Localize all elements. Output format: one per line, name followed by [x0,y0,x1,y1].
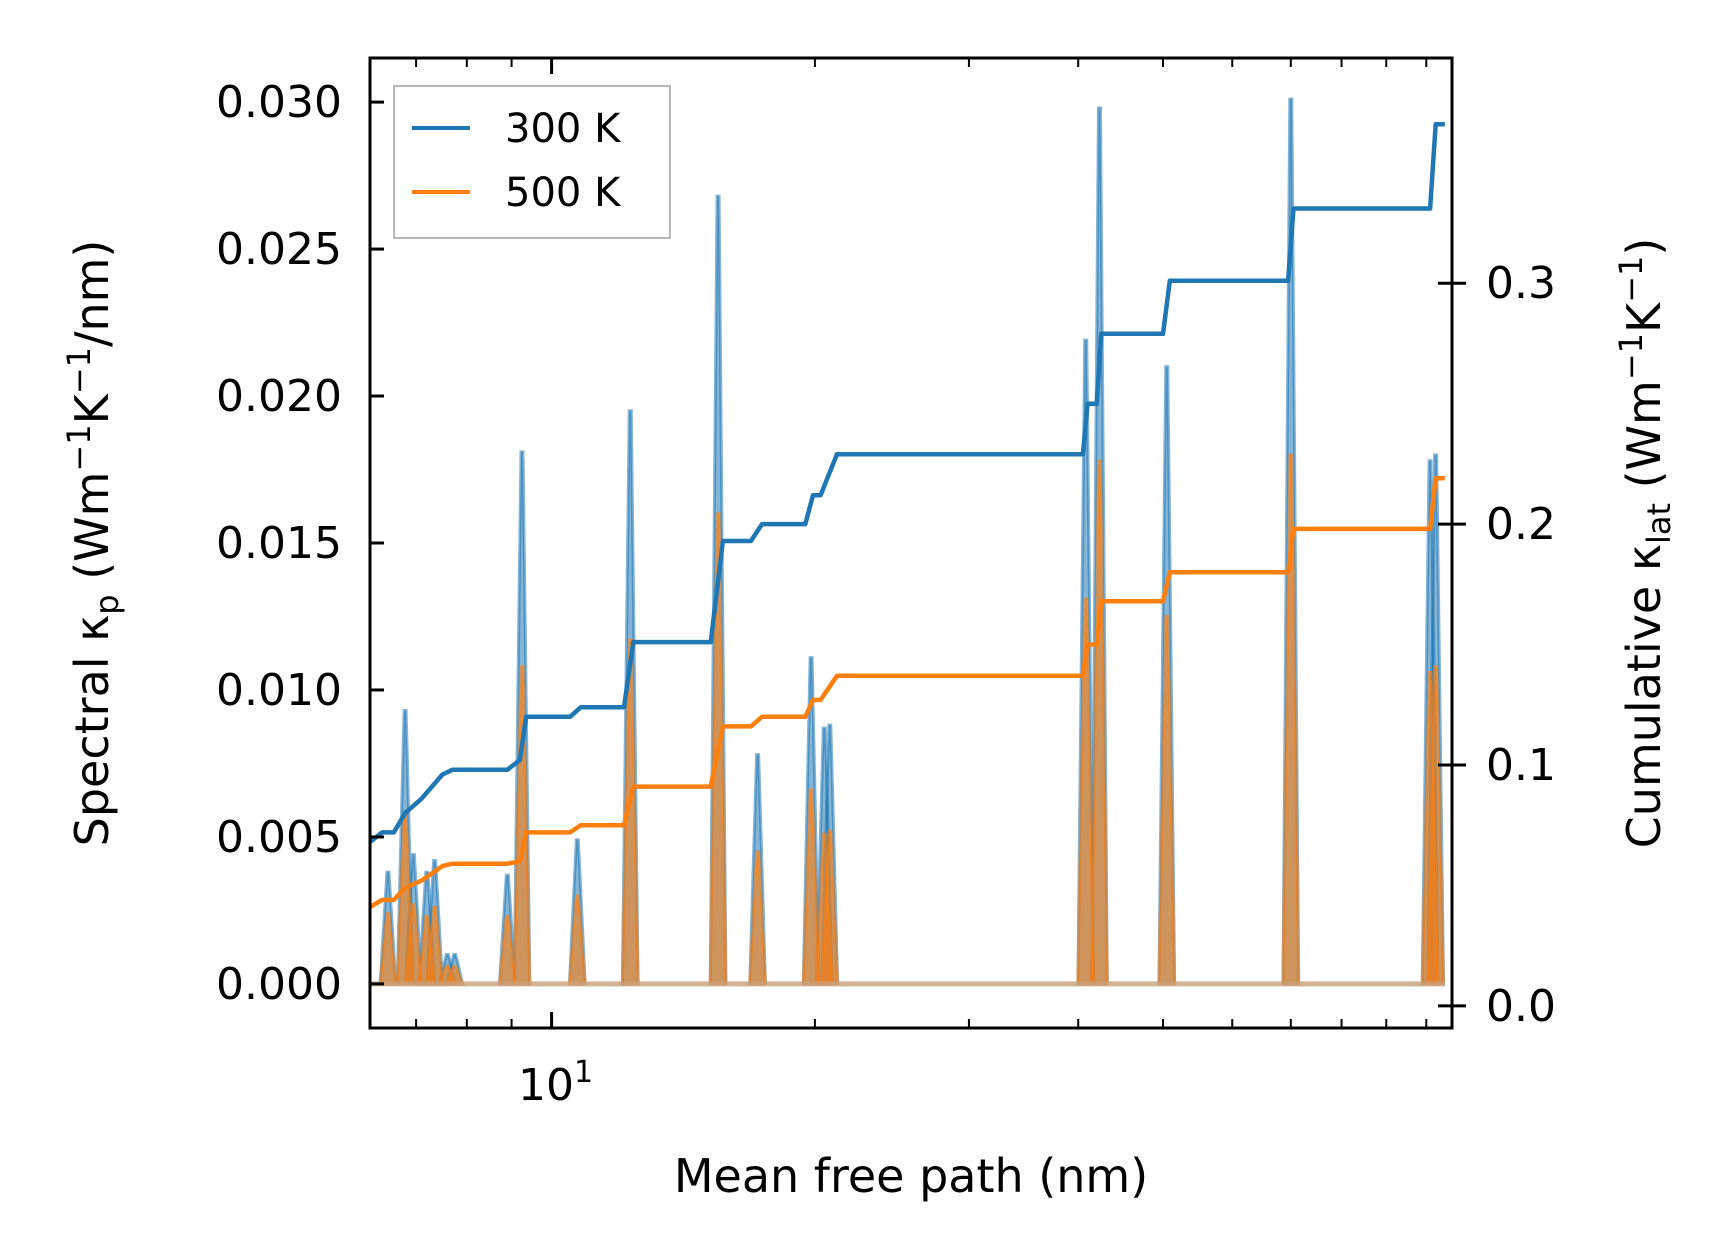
cumulative-line-300k [368,121,1445,844]
left-y-tick-label: 0.030 [216,77,342,128]
right-y-tick-label: 0.3 [1486,258,1556,309]
right-y-tick-label: 0.2 [1486,499,1556,550]
axis-ticks: 0.000 0.005 0.010 0.015 0.020 0.025 0.030 0.0 0.… [216,58,1556,1032]
left-y-axis-label: Spectral κp (Wm−1K−1/nm) [60,240,126,847]
left-y-tick-label: 0.010 [216,665,342,716]
right-y-tick-label: 0.1 [1486,740,1556,791]
right-y-tick-label: 0.0 [1486,981,1556,1032]
left-y-tick-label: 0.000 [216,959,342,1010]
legend: 300 K 500 K [393,85,671,239]
x-tick-label: 101 [518,1055,593,1111]
legend-label-300k: 300 K [505,106,622,152]
spectral-series-500k [378,453,1446,986]
legend-label-500k: 500 K [505,170,622,216]
x-axis-label: Mean free path (nm) [674,1149,1148,1203]
left-y-tick-label: 0.005 [216,812,342,863]
cumulative-line-500k [368,476,1445,910]
right-y-axis-label: Cumulative κlat (Wm−1K−1) [1612,238,1678,849]
left-y-tick-label: 0.020 [216,371,342,422]
left-y-tick-label: 0.025 [216,224,342,275]
legend-box [393,85,671,239]
left-y-tick-label: 0.015 [216,518,342,569]
plot-area [368,97,1446,987]
